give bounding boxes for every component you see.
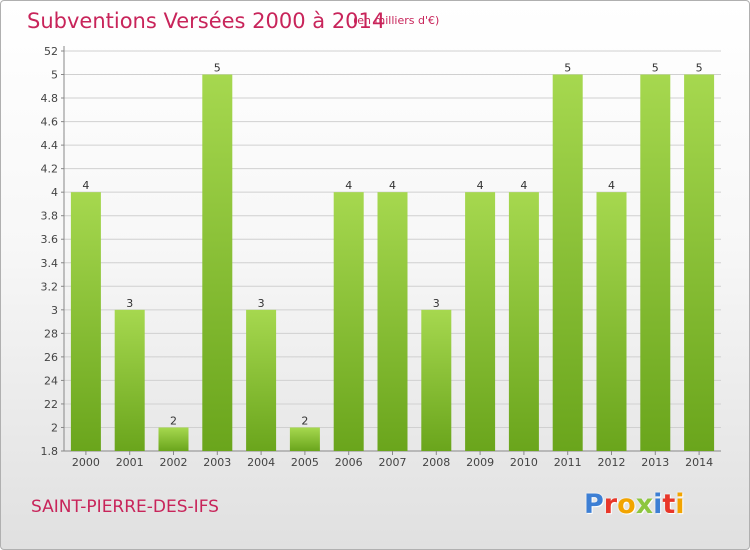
data-label-2009: 4 (477, 179, 484, 192)
y-tick-label: 4 (51, 186, 58, 199)
x-tick-label-2005: 2005 (291, 456, 319, 469)
y-tick-label: 1.8 (41, 445, 59, 458)
y-tick-label: 26 (44, 351, 58, 364)
data-label-2006: 4 (345, 179, 352, 192)
bar-2012 (596, 192, 627, 452)
y-tick-label: 2 (51, 421, 58, 434)
y-tick-labels: 1.822224262833.23.43.63.844.24.44.64.855… (41, 45, 64, 458)
data-label-2008: 3 (433, 297, 440, 310)
proxiti-logo[interactable]: Proxiti (584, 489, 685, 520)
unit-label: (en milliers d'€) (353, 14, 440, 27)
bar-2007 (377, 192, 408, 452)
bar-2014 (684, 74, 715, 451)
bar-2010 (508, 192, 539, 452)
data-label-2013: 5 (652, 62, 659, 75)
data-label-2014: 5 (696, 62, 703, 75)
chart-title: Subventions Versées 2000 à 2014 (27, 9, 386, 33)
x-tick-label-2003: 2003 (203, 456, 231, 469)
x-tick-label-2008: 2008 (422, 456, 450, 469)
commune-name: SAINT-PIERRE-DES-IFS (31, 497, 219, 517)
data-label-2002: 2 (170, 414, 177, 427)
y-tick-label: 28 (44, 327, 58, 340)
y-tick-label: 4.2 (41, 163, 59, 176)
x-tick-label-2011: 2011 (554, 456, 582, 469)
bar-2006 (333, 192, 364, 452)
data-label-2011: 5 (564, 62, 571, 75)
bar-2000 (70, 192, 101, 452)
bar-2011 (552, 74, 583, 451)
x-tick-label-2014: 2014 (685, 456, 713, 469)
x-tick-label-2000: 2000 (72, 456, 100, 469)
data-label-2004: 3 (258, 297, 265, 310)
y-tick-label: 22 (44, 398, 58, 411)
bar-2005 (289, 427, 320, 451)
y-tick-label: 5 (51, 69, 58, 82)
y-tick-label: 4.4 (41, 139, 59, 152)
data-label-2012: 4 (608, 179, 615, 192)
data-label-2003: 5 (214, 62, 221, 75)
bar-2003 (202, 74, 233, 451)
y-tick-label: 3.2 (41, 280, 59, 293)
y-tick-label: 4.6 (41, 116, 59, 129)
data-labels: 4 3 2 5 3 2 4 4 3 4 4 5 4 5 5 (82, 62, 702, 428)
y-tick-label: 24 (44, 374, 58, 387)
y-tick-label: 3 (51, 304, 58, 317)
y-tick-label: 3.8 (41, 210, 59, 223)
x-tick-label-2013: 2013 (641, 456, 669, 469)
bar-2009 (465, 192, 496, 452)
y-tick-label: 52 (44, 45, 58, 58)
bar-2004 (246, 309, 277, 451)
x-tick-label-2012: 2012 (598, 456, 626, 469)
x-tick-label-2002: 2002 (160, 456, 188, 469)
y-tick-label: 3.4 (41, 257, 59, 270)
x-tick-label-2004: 2004 (247, 456, 275, 469)
x-tick-label-2006: 2006 (335, 456, 363, 469)
x-tick-label-2007: 2007 (379, 456, 407, 469)
bar-2008 (421, 309, 452, 451)
grid-lines (64, 50, 721, 452)
bar-2013 (640, 74, 671, 451)
x-tick-labels: 2000 2001 2002 2003 2004 2005 2006 2007 2008 2009… (72, 451, 713, 469)
bars (70, 74, 715, 452)
data-label-2005: 2 (301, 414, 308, 427)
x-tick-label-2009: 2009 (466, 456, 494, 469)
bar-2001 (114, 309, 145, 451)
y-tick-label: 3.6 (41, 233, 59, 246)
data-label-2007: 4 (389, 179, 396, 192)
data-label-2010: 4 (520, 179, 527, 192)
x-tick-label-2010: 2010 (510, 456, 538, 469)
x-tick-label-2001: 2001 (116, 456, 144, 469)
data-label-2001: 3 (126, 297, 133, 310)
y-tick-label: 4.8 (41, 92, 59, 105)
bar-2002 (158, 427, 189, 451)
data-label-2000: 4 (82, 179, 89, 192)
